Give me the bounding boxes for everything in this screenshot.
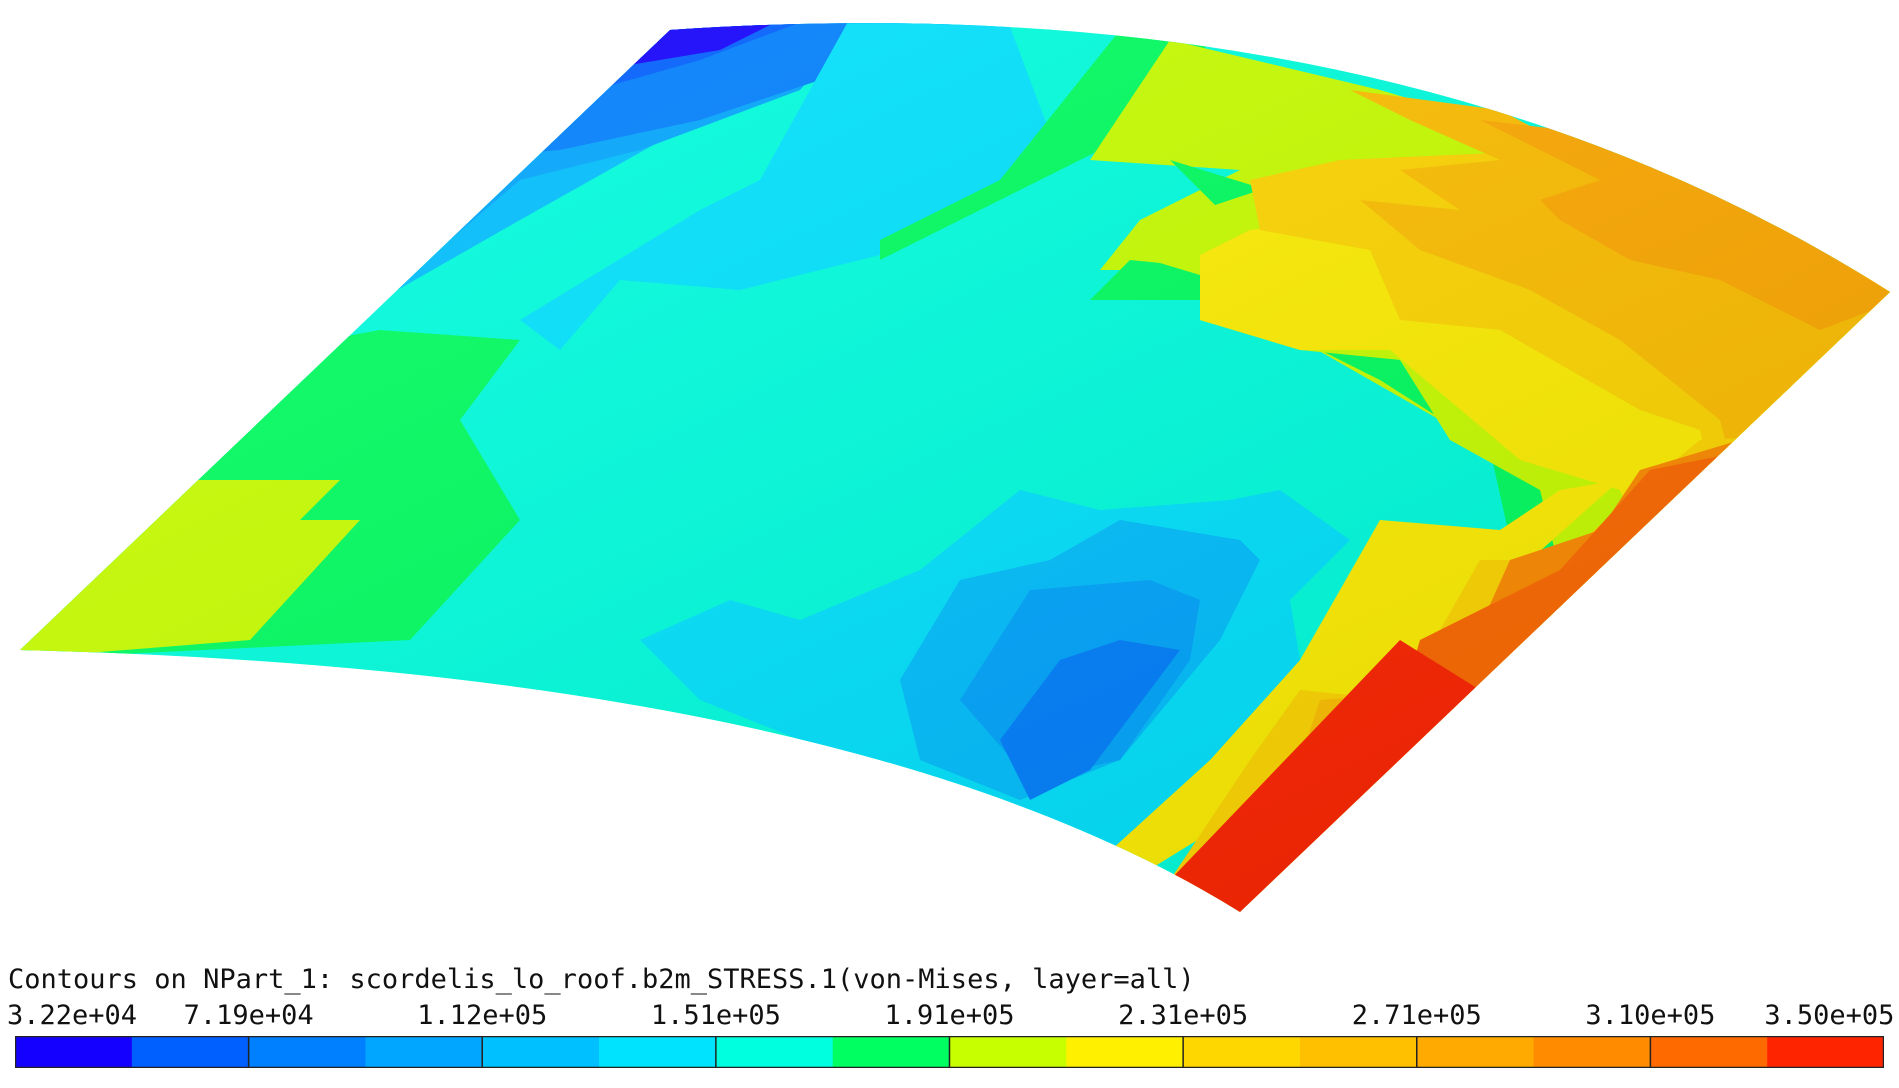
legend-swatch <box>599 1036 717 1068</box>
legend-swatch <box>131 1036 250 1068</box>
legend-tick-label: 3.10e+05 <box>1585 1000 1716 1031</box>
roof-shading <box>20 23 1890 912</box>
legend-swatch <box>248 1036 366 1068</box>
legend-swatch <box>1299 1036 1418 1068</box>
legend-tick-label: 3.22e+04 <box>7 1000 138 1031</box>
legend-swatch <box>365 1036 483 1068</box>
color-legend-bar <box>15 1036 1884 1068</box>
legend-swatch <box>482 1036 600 1068</box>
legend-tick-labels: 3.22e+04 7.19e+04 1.12e+05 1.51e+05 1.91e+05… <box>0 1000 1899 1034</box>
contour-title: Contours on NPart_1: scordelis_lo_roof.b… <box>8 964 1195 995</box>
legend-tick-label: 2.71e+05 <box>1351 1000 1482 1031</box>
legend-swatch <box>949 1036 1067 1068</box>
legend-swatch <box>1650 1036 1768 1068</box>
roof-contour-svg <box>20 23 1890 912</box>
legend-tick-label: 1.91e+05 <box>884 1000 1015 1031</box>
legend-tick-label: 1.12e+05 <box>417 1000 548 1031</box>
legend-swatch <box>15 1036 133 1068</box>
legend-swatch <box>1183 1036 1301 1068</box>
legend-swatch <box>1767 1036 1884 1068</box>
legend-swatch <box>1066 1036 1184 1068</box>
legend-tick-label: 3.50e+05 <box>1764 1000 1895 1031</box>
legend-tick-label: 2.31e+05 <box>1118 1000 1249 1031</box>
legend-swatch <box>1416 1036 1535 1068</box>
contour-plot-viewport[interactable] <box>0 0 1899 940</box>
legend-tick-label: 1.51e+05 <box>650 1000 781 1031</box>
legend-swatch <box>1533 1036 1651 1068</box>
legend-swatch <box>715 1036 834 1068</box>
legend-tick-label: 7.19e+04 <box>183 1000 314 1031</box>
legend-swatch <box>832 1036 950 1068</box>
